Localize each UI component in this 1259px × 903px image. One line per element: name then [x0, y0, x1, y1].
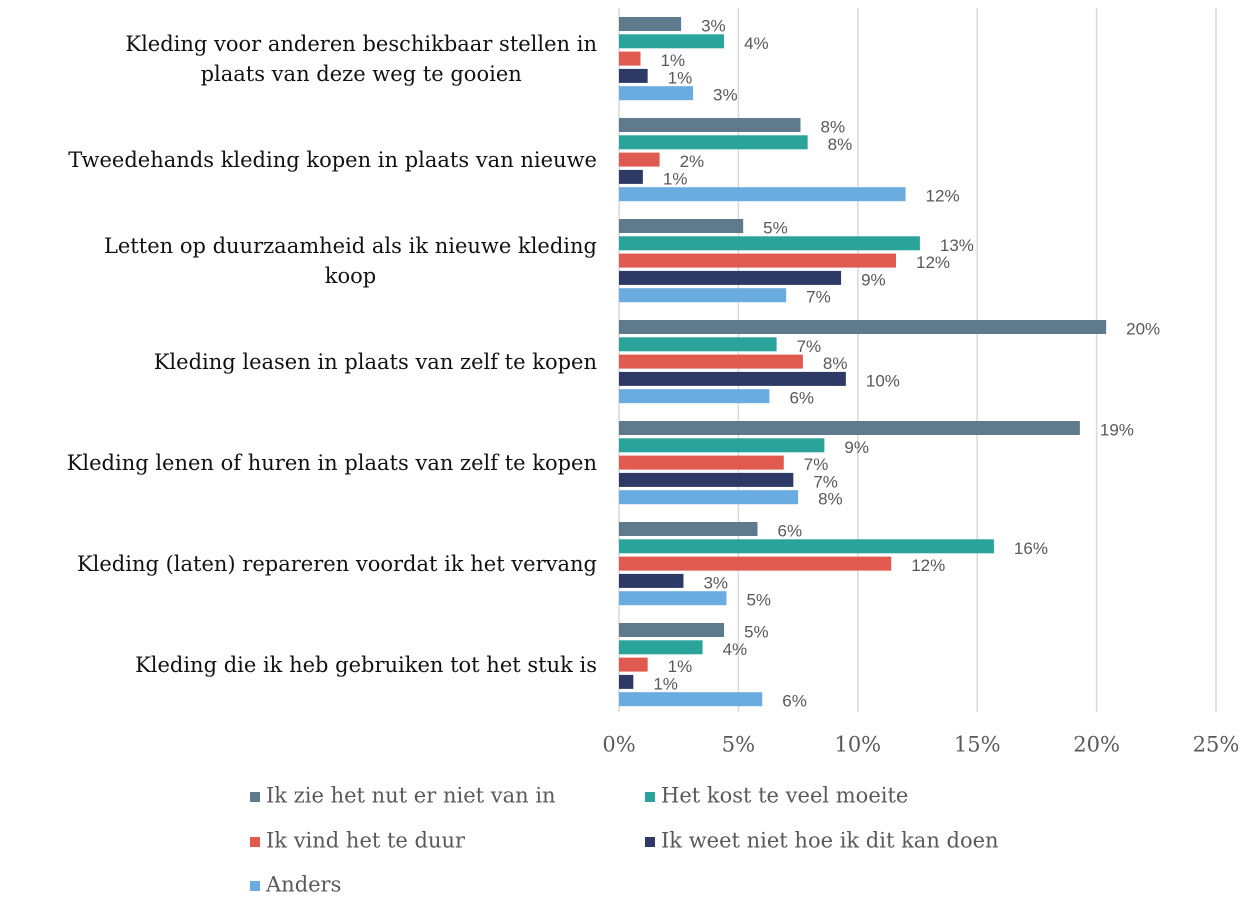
legend-label: Ik vind het te duur [266, 829, 466, 853]
bar [619, 573, 684, 588]
bar [619, 591, 727, 606]
bar [619, 674, 634, 689]
bar [619, 421, 1080, 435]
bar [619, 219, 744, 233]
bar [619, 169, 643, 184]
legend-label: Ik weet niet hoe ik dit kan doen [661, 829, 999, 853]
bar [619, 152, 660, 167]
category-label: Kleding die ik heb gebruiken tot het stu… [135, 652, 597, 677]
bar [619, 34, 725, 49]
value-label: 6% [778, 521, 803, 540]
value-label: 7% [804, 455, 829, 474]
category-label: Kleding lenen of huren in plaats van zel… [66, 450, 597, 475]
legend-label: Ik zie het nut er niet van in [266, 784, 556, 808]
bar [619, 539, 994, 554]
value-label: 1% [663, 169, 688, 188]
value-label: 5% [744, 622, 769, 641]
bar [619, 657, 648, 672]
value-label: 20% [1126, 319, 1160, 338]
value-label: 4% [723, 640, 748, 659]
bar [619, 640, 703, 655]
legend-label: Anders [265, 873, 341, 897]
value-label: 6% [782, 692, 807, 711]
bar [619, 371, 846, 386]
category-label: Kleding leasen in plaats van zelf te kop… [153, 349, 597, 374]
value-label: 3% [703, 573, 728, 592]
x-tick-label: 25% [1193, 733, 1240, 757]
value-label: 12% [926, 187, 960, 206]
value-label: 10% [866, 371, 900, 390]
legend-swatch [645, 837, 655, 847]
bar [619, 236, 920, 251]
bar [619, 490, 799, 505]
x-tick-label: 5% [722, 733, 755, 757]
bar [619, 438, 825, 453]
x-tick-label: 20% [1073, 733, 1120, 757]
x-tick-label: 15% [954, 733, 1001, 757]
value-label: 13% [940, 236, 974, 255]
value-label: 3% [713, 86, 738, 105]
value-label: 1% [653, 674, 678, 693]
legend-swatch [645, 792, 655, 802]
bar [619, 86, 694, 101]
value-label: 8% [818, 490, 843, 509]
value-label: 1% [660, 51, 685, 70]
value-label: 12% [911, 556, 945, 575]
value-label: 9% [844, 438, 869, 457]
value-label: 7% [813, 472, 838, 491]
bar [619, 337, 777, 352]
value-label: 8% [820, 117, 845, 136]
bar [619, 455, 784, 470]
bar [619, 187, 906, 202]
category-label: Kleding voor anderen beschikbaar stellen… [125, 31, 597, 86]
bar [619, 472, 794, 487]
value-label: 8% [823, 354, 848, 373]
value-label: 16% [1014, 539, 1048, 558]
bar [619, 692, 763, 707]
value-label: 6% [789, 389, 814, 408]
legend-swatch [250, 792, 260, 802]
value-label: 1% [668, 68, 693, 87]
legend-label: Het kost te veel moeite [661, 784, 908, 808]
bar [619, 51, 641, 66]
x-tick-label: 0% [602, 733, 635, 757]
bar [619, 118, 801, 132]
value-label: 12% [916, 253, 950, 272]
bar [619, 135, 808, 150]
bar [619, 288, 787, 303]
bar [619, 17, 682, 31]
bar [619, 270, 842, 285]
bar [619, 320, 1107, 334]
value-label: 1% [668, 657, 693, 676]
x-tick-label: 10% [834, 733, 881, 757]
bar [619, 253, 897, 268]
value-label: 8% [828, 135, 853, 154]
bar [619, 68, 648, 83]
bar [619, 623, 725, 637]
value-label: 19% [1100, 420, 1134, 439]
value-label: 9% [861, 270, 886, 289]
category-label: Tweedehands kleding kopen in plaats van … [68, 147, 597, 172]
value-label: 5% [763, 218, 788, 237]
value-label: 7% [797, 337, 822, 356]
legend-swatch [250, 837, 260, 847]
value-label: 2% [680, 152, 705, 171]
bar [619, 354, 803, 369]
bar [619, 522, 758, 536]
value-label: 3% [701, 16, 726, 35]
bar [619, 389, 770, 404]
value-label: 5% [746, 591, 771, 610]
category-label: Letten op duurzaamheid als ik nieuwe kle… [103, 233, 597, 288]
value-label: 7% [806, 288, 831, 307]
category-label: Kleding (laten) repareren voordat ik het… [76, 551, 597, 576]
bar [619, 556, 892, 571]
legend-swatch [250, 881, 260, 891]
value-label: 4% [744, 34, 769, 53]
